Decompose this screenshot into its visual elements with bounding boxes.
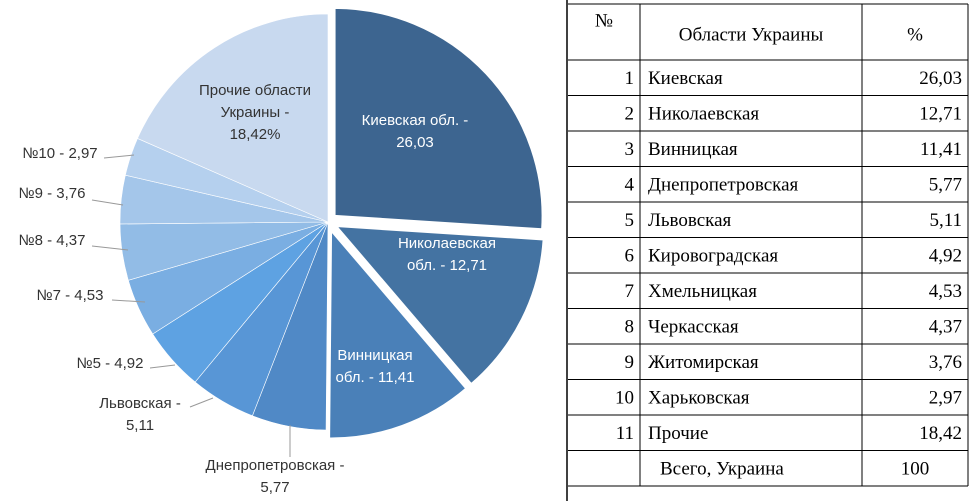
slice-label: Николаевская обл. - 12,71 (398, 235, 496, 274)
row-number: 2 (625, 104, 635, 125)
region-name: Черкасская (648, 317, 739, 338)
leader-line (91, 199, 124, 206)
total-name: Всего, Украина (660, 459, 784, 480)
percent: 4,53 (929, 281, 962, 302)
percent: 5,77 (929, 175, 962, 196)
slice-label: №8 - 4,37 (19, 232, 86, 249)
row-number: 5 (625, 210, 635, 231)
pie-slice (333, 224, 545, 386)
row-number: 6 (625, 246, 635, 267)
total-value: 100 (901, 459, 930, 480)
region-name: Львовская (648, 210, 732, 231)
pie-slice (333, 6, 544, 231)
header-cell: % (907, 24, 923, 45)
percent: 26,03 (919, 68, 962, 89)
percent: 5,11 (929, 210, 962, 231)
pie-slice (328, 227, 468, 440)
percent: 4,37 (929, 317, 962, 338)
leader-line (91, 245, 129, 251)
slice-label: №10 - 2,97 (22, 145, 97, 162)
slice-label: Днепропетровская -5,77 (206, 457, 345, 496)
percent: 4,92 (929, 246, 962, 267)
region-name: Хмельницкая (648, 281, 757, 302)
slice-label: №5 - 4,92 (77, 355, 144, 372)
region-name: Прочие (648, 423, 708, 444)
leader-line (149, 364, 176, 369)
percent: 12,71 (919, 104, 962, 125)
slice-label: №7 - 4,53 (37, 287, 104, 304)
leader-line (189, 397, 214, 408)
region-name: Кировоградская (648, 246, 778, 267)
leader-line (111, 299, 146, 303)
slice-label: Киевская обл. -26,03 (362, 112, 469, 151)
region-name: Николаевская (648, 104, 759, 125)
row-number: 10 (615, 388, 634, 409)
row-number: 4 (625, 175, 635, 196)
row-number: 11 (616, 423, 634, 444)
percent: 18,42 (919, 423, 962, 444)
percent: 11,41 (920, 139, 962, 160)
slice-label: №9 - 3,76 (19, 185, 86, 202)
slice-label: Винницкая обл. - 11,41 (336, 347, 415, 386)
percent: 3,76 (929, 352, 962, 373)
header-cell: № (595, 10, 613, 31)
header-cell: Области Украины (679, 24, 824, 45)
leader-line (103, 154, 135, 159)
pie-slice (137, 13, 329, 223)
region-name: Харьковская (648, 388, 750, 409)
row-number: 8 (625, 317, 635, 338)
slice-label: Львовская -5,11 (99, 395, 181, 434)
region-name: Днепропетровская (648, 175, 799, 196)
row-number: 3 (625, 139, 635, 160)
slice-label: Прочие области Украины -18,42% (199, 82, 311, 143)
region-name: Винницкая (648, 139, 738, 160)
region-name: Житомирская (648, 352, 759, 373)
region-name: Киевская (648, 68, 723, 89)
row-number: 1 (625, 68, 635, 89)
row-number: 7 (625, 281, 635, 302)
row-number: 9 (625, 352, 635, 373)
percent: 2,97 (929, 388, 962, 409)
